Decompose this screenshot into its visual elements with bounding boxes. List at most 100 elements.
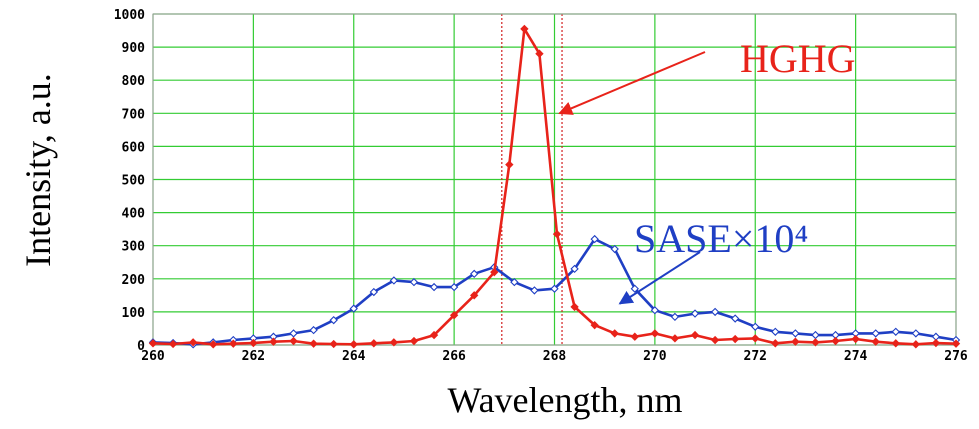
y-tick-label: 1000 (114, 8, 145, 23)
sase-point (470, 269, 479, 279)
sase-point (630, 284, 639, 293)
hghg-point (831, 336, 840, 346)
hghg-point (931, 338, 941, 348)
hghg-point (269, 337, 278, 346)
hghg-point (409, 336, 419, 346)
x-tick-label: 272 (744, 349, 767, 364)
sase-label: SASE×10⁴ (634, 216, 808, 261)
sase-point (771, 327, 780, 336)
sase-point (510, 277, 519, 287)
y-axis-title: Intensity, a.u. (18, 73, 58, 267)
sase-point (590, 234, 599, 244)
y-tick-label: 300 (122, 240, 146, 255)
hghg-point (329, 339, 338, 349)
y-tick-labels: 0 100 200 300 400 500 600 700 800 900 1000 (114, 8, 145, 354)
y-tick-label: 700 (122, 107, 146, 122)
sase-point (449, 282, 459, 292)
hghg-label: HGHG (740, 36, 856, 81)
hghg-point (449, 311, 459, 320)
hghg-point (911, 340, 921, 349)
hghg-point (490, 268, 499, 277)
sase-point (710, 307, 720, 317)
hghg-point (730, 334, 740, 344)
sase-arrow (618, 251, 701, 305)
hghg-point (520, 24, 529, 34)
y-tick-label: 400 (122, 207, 146, 222)
hghg-point (429, 330, 439, 340)
x-tick-label: 270 (643, 349, 667, 364)
y-tick-label: 800 (122, 74, 146, 89)
hghg-point (951, 339, 961, 348)
hghg-point (891, 339, 900, 348)
y-tick-label: 0 (137, 339, 145, 354)
plot-frame (152, 13, 957, 346)
sase-point (670, 312, 680, 322)
hghg-point (188, 338, 198, 347)
x-tick-label: 274 (844, 349, 868, 364)
hghg-point (771, 339, 780, 348)
sase-point (550, 284, 559, 293)
hghg-point (851, 334, 860, 344)
y-tick-label: 900 (122, 41, 146, 56)
hghg-point (349, 340, 358, 349)
hghg-arrow (558, 51, 706, 115)
sase-point (409, 277, 419, 287)
x-tick-label: 266 (442, 349, 466, 364)
sase-point (349, 304, 358, 313)
y-tick-label: 200 (122, 273, 146, 288)
sase-point (650, 306, 660, 315)
hghg-point (670, 334, 680, 343)
hghg-point (710, 335, 720, 345)
sase-point (751, 322, 760, 331)
sase-point (309, 325, 318, 335)
x-axis-title: Wavelength, nm (447, 380, 682, 420)
sase-point (570, 264, 579, 274)
x-tick-label: 268 (543, 349, 567, 364)
y-tick-label: 600 (122, 140, 146, 155)
hghg-point (148, 339, 158, 348)
sase-point (289, 329, 298, 338)
sase-point (429, 282, 439, 292)
hghg-point (650, 329, 660, 338)
x-tick-labels: 260 262 264 266 268 270 272 274 276 (141, 349, 968, 364)
hghg-point (535, 49, 544, 58)
annotations: HGHG SASE×10⁴ (558, 36, 856, 305)
sase-point (369, 287, 379, 297)
hghg-point (389, 338, 399, 347)
hghg-point (229, 339, 238, 348)
sase-point (610, 244, 619, 254)
sase-point (690, 309, 700, 318)
vertical-marker-lines (501, 14, 563, 345)
hghg-point (590, 320, 599, 330)
y-tick-label: 100 (122, 306, 146, 321)
hghg-point (249, 338, 258, 348)
hghg-point (610, 329, 619, 338)
sase-point (811, 330, 820, 340)
hghg-point (690, 330, 700, 340)
y-tick-label: 500 (122, 174, 146, 189)
sase-point (791, 329, 800, 338)
hghg-point (209, 340, 218, 349)
hghg-point (811, 338, 820, 347)
x-tick-label: 276 (944, 349, 968, 364)
sase-point (329, 315, 338, 325)
hghg-point (168, 339, 178, 349)
hghg-point (630, 332, 639, 341)
hghg-point (289, 336, 298, 346)
hghg-point (751, 334, 760, 343)
x-tick-label: 262 (242, 349, 265, 364)
series-hghg (148, 24, 961, 349)
hghg-point (871, 337, 880, 346)
sase-point (871, 329, 880, 338)
sase-point (530, 286, 539, 295)
sase-point (389, 276, 399, 285)
hghg-point (369, 339, 379, 348)
x-tick-label: 264 (342, 349, 366, 364)
sase-point (891, 327, 900, 336)
sase-point (730, 314, 740, 323)
series-layer (148, 24, 961, 349)
hghg-point (470, 291, 479, 300)
hghg-point (791, 337, 800, 346)
sase-point (911, 329, 921, 338)
